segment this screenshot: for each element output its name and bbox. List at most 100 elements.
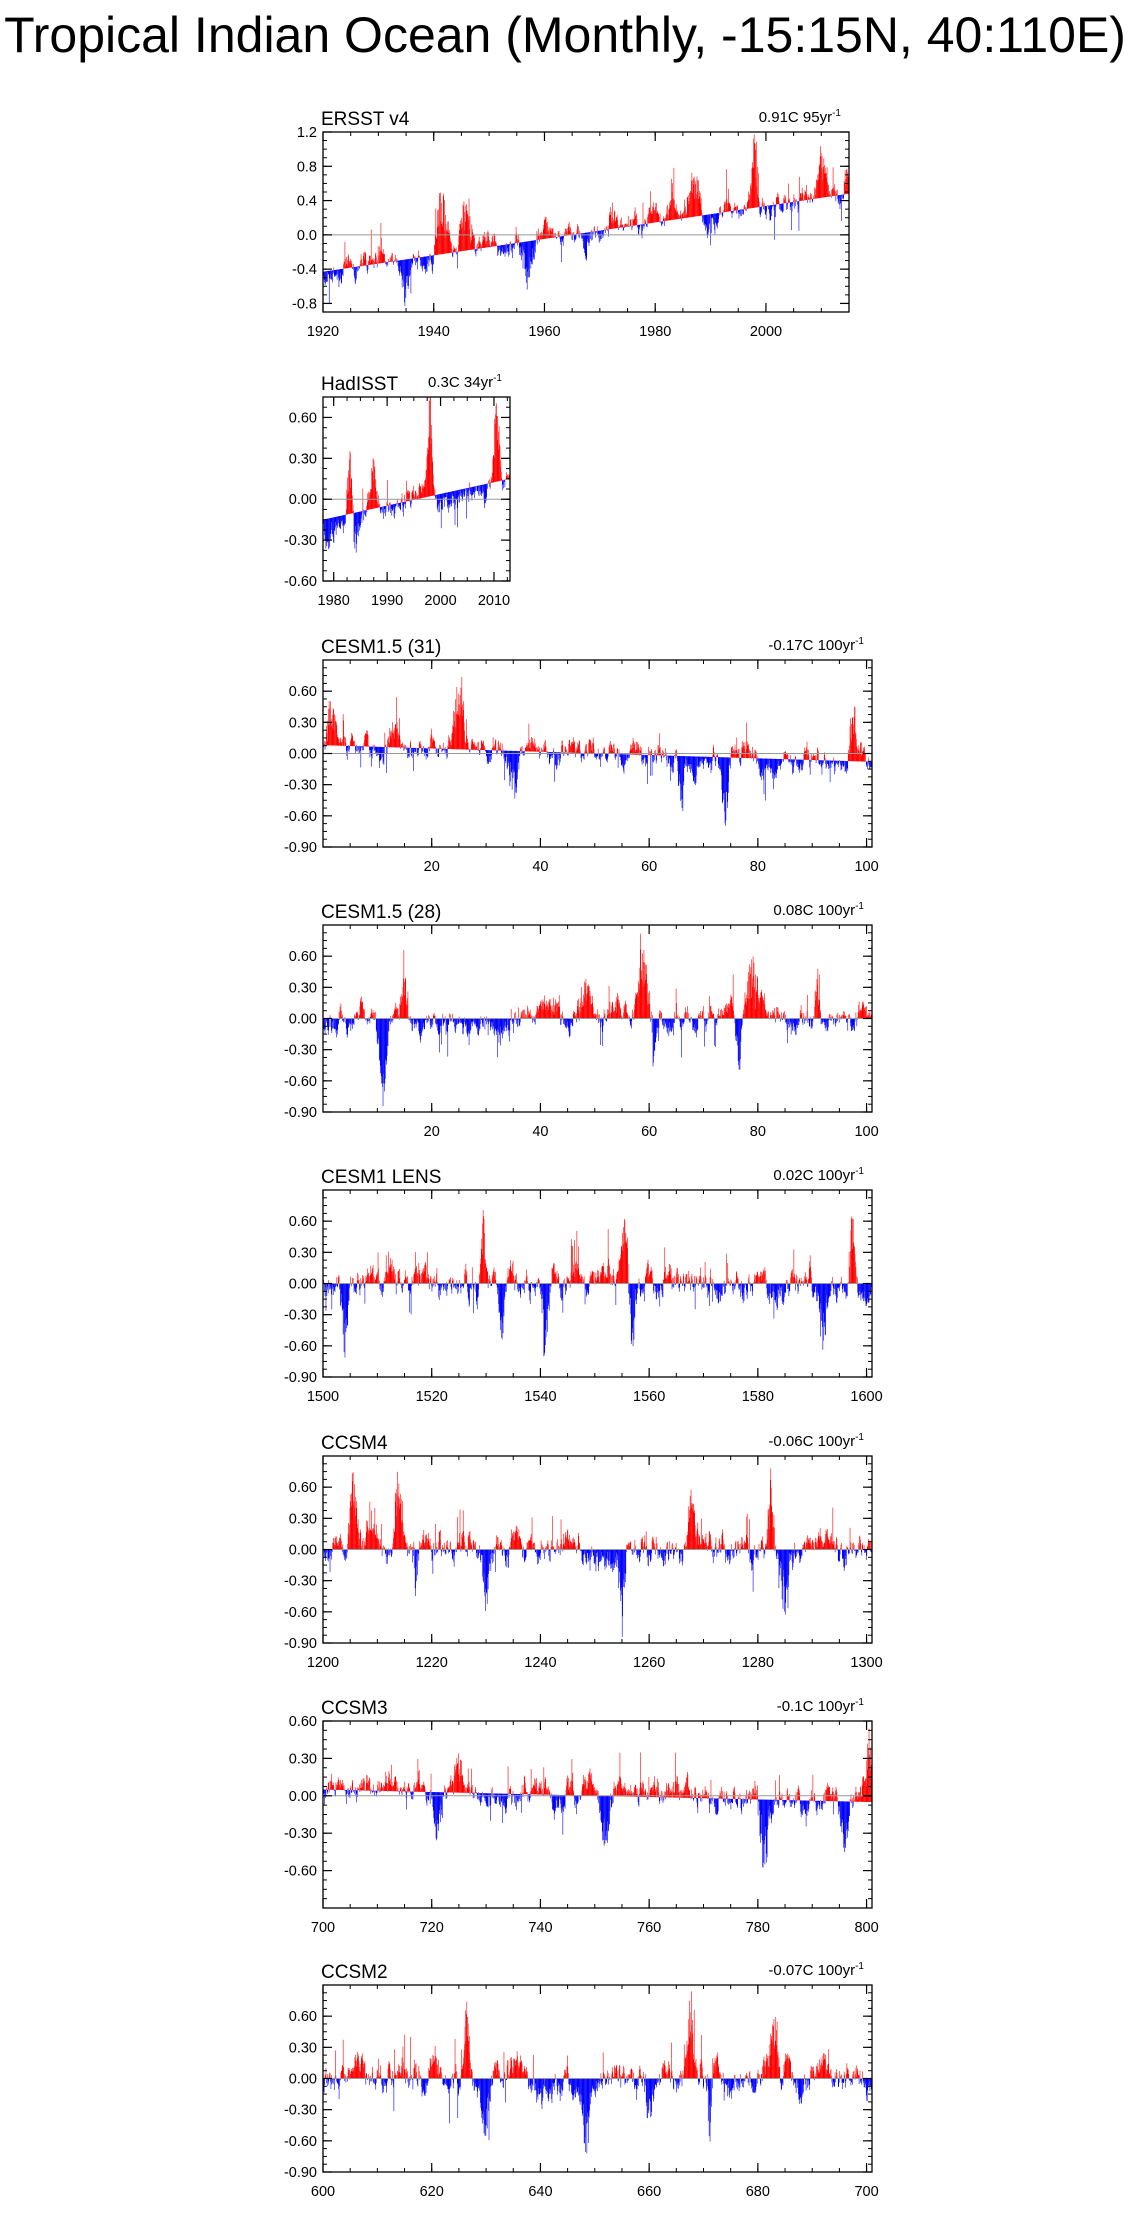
- bar-1-310: [460, 489, 462, 497]
- bar-0-513: [559, 236, 561, 239]
- bar-0-894: [735, 207, 737, 211]
- bar-1-16: [330, 518, 331, 540]
- bar-0-366: [491, 237, 493, 247]
- bar-1-206: [414, 496, 416, 500]
- bar-0-626: [611, 217, 613, 229]
- bar-0-361: [489, 244, 491, 247]
- bar-0-697: [644, 219, 646, 224]
- bar-0-995: [782, 203, 783, 213]
- bar-0-25: [334, 270, 336, 276]
- bar-0-949: [760, 206, 762, 211]
- bar-0-337: [478, 240, 480, 249]
- bar-1-403: [502, 480, 503, 485]
- bar-2-73: [355, 746, 357, 752]
- bar-0-163: [398, 260, 399, 272]
- bar-0-146: [390, 260, 391, 262]
- bar-1-322: [466, 488, 467, 519]
- bar-0-248: [437, 210, 438, 255]
- bar-1-219: [420, 487, 422, 499]
- bar-0-299: [460, 228, 462, 252]
- bar-1-82: [359, 511, 361, 531]
- bar-1-104: [369, 492, 370, 510]
- bar-3-558: [575, 1012, 577, 1019]
- bar-2-576: [583, 753, 585, 760]
- bar-0-23: [333, 270, 335, 273]
- bar-1-385: [494, 418, 495, 483]
- bar-0-1018: [792, 202, 794, 207]
- bar-1-379: [491, 480, 493, 483]
- bar-2-137: [384, 744, 386, 748]
- bar-0-140: [387, 262, 389, 266]
- bar-0-212: [420, 257, 422, 265]
- bar-0-27: [335, 269, 336, 276]
- bar-0-478: [543, 225, 545, 239]
- bar-0-150: [392, 253, 393, 262]
- bar-0-749: [668, 209, 670, 221]
- bar-3-34: [338, 1018, 339, 1024]
- bar-1-212: [417, 495, 418, 499]
- ytick-label-2-0: -0.90: [284, 840, 317, 856]
- bar-1-390: [496, 415, 498, 482]
- bar-0-386: [501, 245, 502, 253]
- bar-2-82: [360, 746, 361, 751]
- bar-0-425: [519, 242, 520, 255]
- trend-value-3: 0.08C 100yr: [773, 902, 855, 919]
- bar-1-306: [459, 489, 460, 503]
- bar-0-55: [348, 254, 349, 268]
- bar-3-797: [683, 1018, 685, 1022]
- bar-0-449: [530, 240, 531, 262]
- bar-1-407: [504, 479, 505, 483]
- bar-0-325: [472, 234, 474, 250]
- bar-1-354: [480, 485, 482, 495]
- bar-0-925: [749, 194, 751, 209]
- bar-0-192: [411, 258, 413, 268]
- trend-value-1: 0.3C 34yr: [428, 374, 493, 391]
- bar-1-350: [478, 485, 480, 497]
- bar-0-360: [489, 240, 490, 248]
- bar-0-691: [641, 224, 643, 239]
- bar-0-414: [513, 243, 515, 250]
- bar-2-32: [337, 737, 339, 746]
- bar-0-990: [779, 203, 781, 205]
- bar-0-379: [497, 245, 499, 255]
- bar-1-64: [351, 477, 353, 514]
- bar-0-313: [467, 214, 468, 251]
- bar-0-898: [737, 205, 738, 211]
- bar-0-862: [720, 212, 722, 215]
- bar-1-101: [367, 500, 369, 510]
- bar-0-15: [329, 270, 331, 279]
- bar-0-1129: [843, 181, 845, 195]
- bar-0-1093: [827, 182, 828, 197]
- bar-1-388: [495, 405, 497, 482]
- bar-2-16: [330, 701, 331, 746]
- bar-0-229: [428, 256, 430, 267]
- bar-0-875: [726, 198, 728, 212]
- bar-0-491: [549, 227, 551, 239]
- xtick-label-0-2: 1960: [528, 324, 560, 340]
- bar-0-919: [746, 201, 748, 209]
- bar-1-356: [481, 484, 483, 493]
- bar-2-55: [347, 745, 349, 751]
- bar-0-770: [678, 213, 679, 219]
- bar-4-247: [434, 1283, 436, 1287]
- bar-0-215: [422, 256, 423, 272]
- bar-0-936: [754, 143, 756, 208]
- bar-0-1118: [838, 195, 840, 199]
- bar-0-545: [574, 234, 575, 240]
- bar-0-994: [781, 203, 783, 211]
- bar-3-727: [652, 1015, 653, 1019]
- bar-1-143: [386, 502, 388, 506]
- bar-0-1: [323, 271, 324, 277]
- bar-0-1114: [836, 189, 838, 196]
- bar-2-70: [354, 745, 356, 747]
- bar-0-48: [345, 266, 346, 269]
- bar-4-238: [430, 1276, 432, 1284]
- bar-0-219: [423, 256, 425, 270]
- bar-0-620: [609, 215, 610, 230]
- bar-0-123: [379, 251, 381, 264]
- bar-0-638: [617, 219, 618, 229]
- bar-0-597: [598, 230, 599, 238]
- bar-0-752: [669, 200, 671, 221]
